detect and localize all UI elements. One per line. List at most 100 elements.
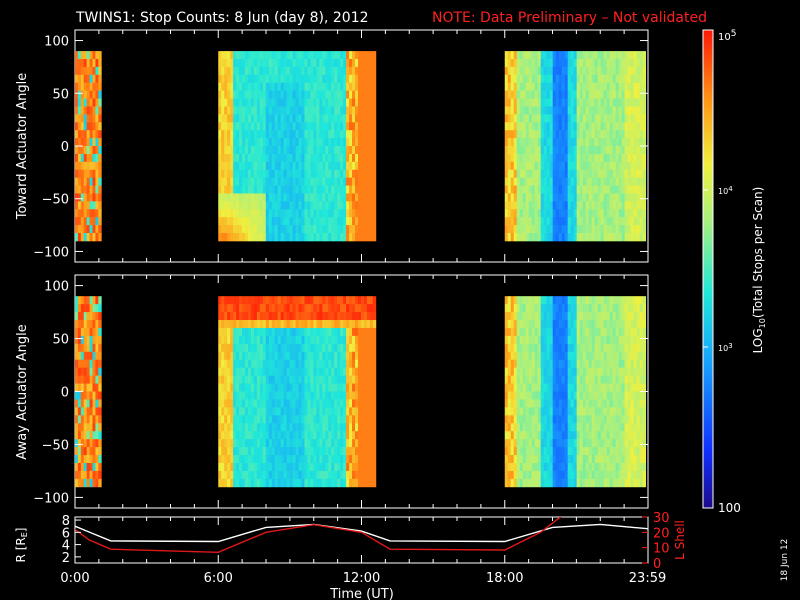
heatmap-cell xyxy=(570,106,575,115)
heatmap-cell xyxy=(286,122,290,131)
heatmap-cell xyxy=(253,130,258,139)
heatmap-cell xyxy=(75,98,79,107)
heatmap-cell xyxy=(576,470,581,480)
heatmap-cell xyxy=(316,193,320,202)
heatmap-cell xyxy=(366,114,371,123)
heatmap-cell xyxy=(585,217,590,226)
heatmap-cell xyxy=(552,146,557,155)
heatmap-cell xyxy=(307,383,311,392)
heatmap-cell xyxy=(528,138,533,147)
heatmap-cell xyxy=(277,399,282,408)
heatmap-cell xyxy=(528,423,533,432)
heatmap-cell xyxy=(549,296,554,305)
heatmap-cell xyxy=(531,98,536,107)
heatmap-cell xyxy=(340,304,344,313)
heatmap-cell xyxy=(298,82,302,92)
heatmap-cell xyxy=(525,201,530,210)
heatmap-cell xyxy=(352,320,356,329)
heatmap-cell xyxy=(369,233,374,242)
heatmap-cell xyxy=(549,391,554,400)
heatmap-cell xyxy=(513,169,518,179)
heatmap-cell xyxy=(301,122,305,131)
heatmap-cell xyxy=(221,455,225,464)
heatmap-cell xyxy=(543,177,548,186)
heatmap-cell xyxy=(352,470,356,480)
heatmap-cell xyxy=(343,327,347,337)
heatmap-cell xyxy=(591,177,596,186)
heatmap-cell xyxy=(230,106,234,115)
heatmap-cell xyxy=(357,74,362,84)
heatmap-cell xyxy=(352,153,356,163)
heatmap-cell xyxy=(289,431,293,440)
heatmap-cell xyxy=(322,169,326,179)
heatmap-cell xyxy=(265,169,270,179)
heatmap-cell xyxy=(92,447,96,456)
heatmap-cell xyxy=(286,169,290,179)
heatmap-cell xyxy=(283,209,288,218)
heatmap-cell xyxy=(591,59,596,68)
heatmap-cell xyxy=(77,161,82,171)
heatmap-cell xyxy=(513,399,518,408)
heatmap-cell xyxy=(236,320,240,329)
heatmap-cell xyxy=(633,209,638,218)
heatmap-cell xyxy=(277,130,282,139)
heatmap-cell xyxy=(242,462,246,472)
heatmap-cell xyxy=(357,391,362,400)
heatmap-cell xyxy=(357,138,362,147)
heatmap-cell xyxy=(80,122,85,131)
heatmap-cell xyxy=(639,209,644,218)
heatmap-cell xyxy=(513,74,518,84)
heatmap-cell xyxy=(331,462,335,472)
heatmap-cell xyxy=(271,114,276,123)
heatmap-cell xyxy=(504,407,509,416)
heatmap-cell xyxy=(274,138,279,147)
heatmap-cell xyxy=(301,66,305,76)
heatmap-cell xyxy=(265,59,270,68)
heatmap-cell xyxy=(507,114,512,123)
heatmap-cell xyxy=(627,74,632,84)
heatmap-cell xyxy=(567,122,572,131)
heatmap-cell xyxy=(606,320,611,329)
heatmap-cell xyxy=(286,383,290,392)
heatmap-cell xyxy=(612,66,617,76)
heatmap-cell xyxy=(588,82,593,92)
heatmap-cell xyxy=(307,225,311,234)
heatmap-cell xyxy=(307,304,311,313)
heatmap-cell xyxy=(253,304,258,313)
heatmap-cell xyxy=(328,407,332,416)
heatmap-cell xyxy=(366,320,371,329)
heatmap-cell xyxy=(543,138,548,147)
heatmap-cell xyxy=(319,122,323,131)
heatmap-cell xyxy=(597,439,602,448)
heatmap-cell xyxy=(636,98,641,107)
heatmap-cell xyxy=(307,201,311,210)
heatmap-cell xyxy=(567,462,572,472)
heatmap-cell xyxy=(289,367,293,377)
heatmap-cell xyxy=(558,455,563,464)
heatmap-cell xyxy=(245,391,249,400)
heatmap-cell xyxy=(522,217,527,226)
heatmap-cell xyxy=(606,185,611,194)
heatmap-cell xyxy=(274,304,279,313)
heatmap-cell xyxy=(588,399,593,408)
heatmap-cell xyxy=(558,447,563,456)
heatmap-cell xyxy=(627,51,632,60)
heatmap-cell xyxy=(591,74,596,84)
heatmap-cell xyxy=(525,193,530,202)
heatmap-cell xyxy=(236,470,240,480)
heatmap-cell xyxy=(537,375,542,384)
heatmap-cell xyxy=(230,153,234,163)
heatmap-cell xyxy=(316,320,320,329)
heatmap-cell xyxy=(331,327,335,337)
heatmap-cell xyxy=(597,122,602,131)
heatmap-cell xyxy=(236,415,240,424)
heatmap-cell xyxy=(227,455,231,464)
heatmap-cell xyxy=(582,122,587,131)
heatmap-cell xyxy=(540,296,545,305)
heatmap-cell xyxy=(95,233,99,242)
heatmap-cell xyxy=(360,391,365,400)
heatmap-cell xyxy=(98,225,102,234)
heatmap-cell xyxy=(304,185,308,194)
heatmap-cell xyxy=(546,138,551,147)
